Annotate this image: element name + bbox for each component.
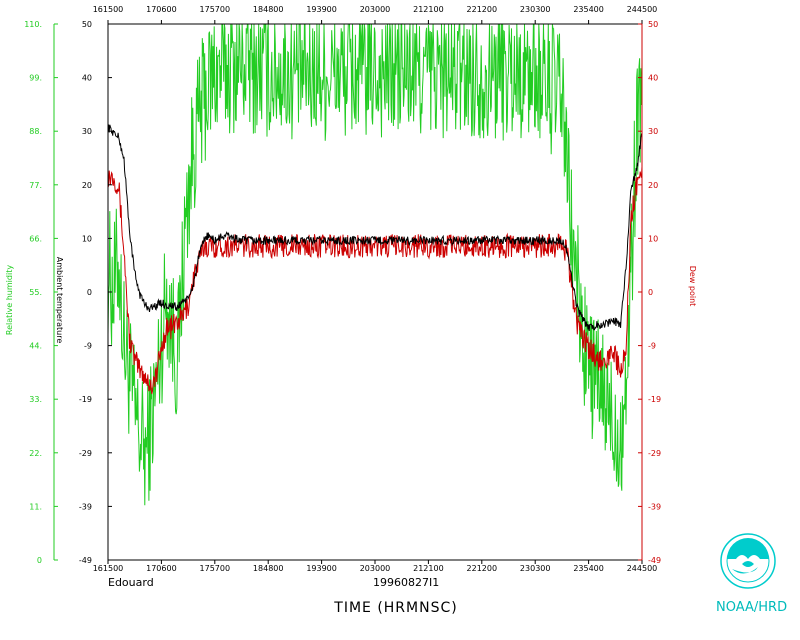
- plot-area: [107, 23, 643, 506]
- axes: 161500 161500 170600 170600 175700 175700 1848…: [24, 5, 661, 573]
- flight-id-label: 19960827I1: [373, 576, 439, 589]
- x-tick-label-top: 221200: [467, 5, 498, 14]
- dewpoint-tick-label: -19: [648, 395, 661, 404]
- dewpoint-tick-label: -39: [648, 502, 661, 511]
- x-tick-label-bottom: 230300: [520, 564, 551, 573]
- relative-humidity-series-line: [107, 23, 643, 506]
- dewpoint-tick-label: -49: [648, 556, 661, 565]
- temp-tick-label: -49: [79, 556, 92, 565]
- x-tick-label-top: 175700: [200, 5, 231, 14]
- temp-tick-label: -39: [79, 502, 92, 511]
- temp-tick-label: 50: [82, 20, 92, 29]
- x-tick-label-top: 193900: [306, 5, 337, 14]
- x-tick-label-bottom: 203000: [360, 564, 391, 573]
- x-tick-label-top: 230300: [520, 5, 551, 14]
- x-tick-label-bottom: 212100: [413, 564, 444, 573]
- x-tick-label-bottom: 221200: [467, 564, 498, 573]
- temp-tick-label: 20: [82, 181, 92, 190]
- x-tick-label-top: 212100: [413, 5, 444, 14]
- noaa-hrd-label: NOAA/HRD: [716, 600, 787, 615]
- ambient-temperature-series-line: [107, 124, 643, 332]
- temp-tick-label: 30: [82, 127, 92, 136]
- rh-tick-label: 22.: [29, 449, 42, 458]
- dewpoint-tick-label: -29: [648, 449, 661, 458]
- temp-tick-label: -29: [79, 449, 92, 458]
- x-tick-label-top: 244500: [627, 5, 658, 14]
- x-tick-label-bottom: 244500: [627, 564, 658, 573]
- rh-tick-label: 0: [37, 556, 42, 565]
- x-tick-label-bottom: 184800: [253, 564, 284, 573]
- x-tick-label-top: 170600: [146, 5, 177, 14]
- dewpoint-tick-label: 30: [648, 127, 658, 136]
- x-tick-label-top: 203000: [360, 5, 391, 14]
- temp-tick-label: 10: [82, 234, 92, 243]
- x-tick-label-top: 235400: [573, 5, 604, 14]
- dewpoint-tick-label: 50: [648, 20, 658, 29]
- rh-tick-label: 33.: [29, 395, 42, 404]
- dew-point-axis-label: Dew point: [688, 266, 697, 307]
- relative-humidity-axis-label: Relative humidity: [5, 265, 14, 335]
- noaa-logo: [720, 533, 776, 589]
- x-tick-label-bottom: 235400: [573, 564, 604, 573]
- dewpoint-tick-label: 20: [648, 181, 658, 190]
- rh-tick-label: 88.: [29, 127, 42, 136]
- x-tick-label-bottom: 170600: [146, 564, 177, 573]
- x-axis-title: TIME (HRMNSC): [333, 600, 457, 616]
- dewpoint-tick-label: 10: [648, 234, 658, 243]
- dewpoint-tick-label: 40: [648, 74, 658, 83]
- x-tick-label-top: 161500: [93, 5, 124, 14]
- rh-tick-label: 55.: [29, 288, 42, 297]
- x-tick-label-bottom: 161500: [93, 564, 124, 573]
- dewpoint-tick-label: -9: [648, 342, 656, 351]
- x-tick-label-bottom: 175700: [200, 564, 231, 573]
- rh-tick-label: 44.: [29, 342, 42, 351]
- rh-tick-label: 99.: [29, 74, 42, 83]
- dewpoint-tick-label: 0: [648, 288, 653, 297]
- temp-tick-label: 0: [87, 288, 92, 297]
- rh-tick-label: 77.: [29, 181, 42, 190]
- temp-tick-label: -19: [79, 395, 92, 404]
- temp-tick-label: -9: [84, 342, 92, 351]
- rh-tick-label: 66.: [29, 234, 42, 243]
- ambient-temperature-axis-label: Ambient temperature: [55, 257, 64, 344]
- rh-tick-label: 11.: [29, 502, 42, 511]
- rh-tick-label: 110.: [24, 20, 42, 29]
- x-tick-label-top: 184800: [253, 5, 284, 14]
- x-tick-label-bottom: 193900: [306, 564, 337, 573]
- storm-name-label: Edouard: [108, 576, 154, 589]
- temp-tick-label: 40: [82, 74, 92, 83]
